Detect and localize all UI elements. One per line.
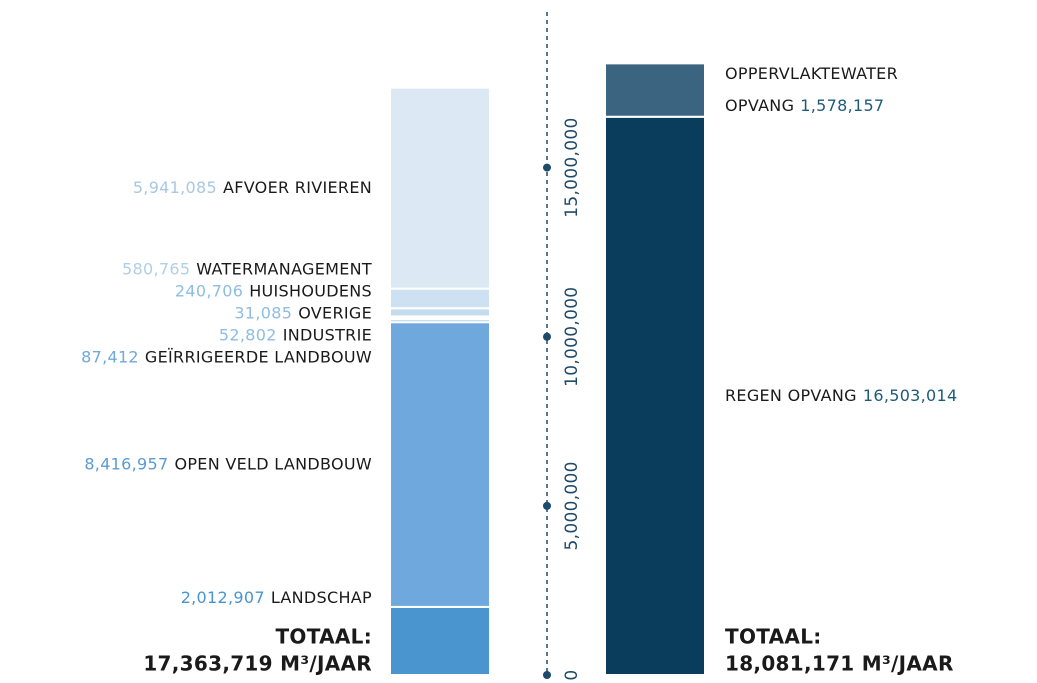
- value-label: 87,412: [81, 347, 139, 366]
- segment-name: OPPERVLAKTEWATER: [725, 64, 898, 83]
- segment-label: 580,765 WATERMANAGEMENT: [122, 259, 372, 278]
- value-label: 8,416,957: [84, 454, 168, 473]
- segment-label: 31,085 OVERIGE: [234, 303, 372, 322]
- value-label: 240,706: [175, 281, 243, 300]
- y-tick-label: 0: [562, 669, 582, 680]
- segment-label: 87,412 GEÏRRIGEERDE LANDBOUW: [81, 347, 372, 366]
- segment-name: OPVANG: [725, 96, 794, 115]
- value-label: 1,578,157: [800, 96, 884, 115]
- segment-label: 5,941,085 AFVOER RIVIEREN: [133, 178, 372, 197]
- bar-segment: [389, 605, 491, 676]
- segment-name: AFVOER RIVIEREN: [223, 178, 372, 197]
- segment-name: OPEN VELD LANDBOUW: [174, 454, 372, 473]
- value-label: 16,503,014: [863, 385, 958, 404]
- tick-dot: [543, 163, 551, 172]
- segment-label: 2,012,907 LANDSCHAP: [181, 588, 372, 607]
- total-title: TOTAAL:: [275, 625, 372, 649]
- segment-name: HUISHOUDENS: [249, 281, 372, 300]
- segment-label: 240,706 HUISHOUDENS: [175, 281, 372, 300]
- segment-name: OVERIGE: [298, 303, 372, 322]
- segment-name: LANDSCHAP: [271, 588, 372, 607]
- total-label: 17,363,719 M³/JAAR: [143, 652, 372, 676]
- segment-name: INDUSTRIE: [283, 325, 372, 344]
- value-label: 2,012,907: [181, 588, 265, 607]
- tick-dot: [543, 671, 551, 679]
- segment-label: OPVANG 1,578,157: [725, 96, 884, 115]
- segment-name: WATERMANAGEMENT: [196, 259, 372, 278]
- segment-name: GEÏRRIGEERDE LANDBOUW: [145, 347, 372, 366]
- total-title: TOTAAL:: [725, 625, 822, 649]
- y-tick-label: 15,000,000: [562, 117, 582, 217]
- bar-segment: [604, 115, 706, 676]
- segment-label: 52,802 INDUSTRIE: [219, 325, 372, 344]
- value-label: 5,941,085: [133, 178, 217, 197]
- segment-label: 8,416,957 OPEN VELD LANDBOUW: [84, 454, 372, 473]
- tick-dot: [543, 332, 551, 341]
- segment-label: OPPERVLAKTEWATER: [725, 64, 898, 83]
- segment-name: REGEN OPVANG: [725, 385, 857, 404]
- bar-segment: [389, 307, 491, 318]
- bar-segment: [389, 321, 491, 608]
- y-tick-label: 5,000,000: [562, 461, 582, 550]
- y-tick-label: 10,000,000: [562, 287, 582, 387]
- total-label: 18,081,171 M³/JAAR: [725, 652, 954, 676]
- bar-segment: [389, 86, 491, 290]
- bar-segment: [389, 287, 491, 310]
- value-label: 580,765: [122, 259, 190, 278]
- tick-dot: [543, 501, 551, 510]
- value-label: 31,085: [234, 303, 292, 322]
- segment-label: REGEN OPVANG 16,503,014: [725, 385, 957, 404]
- bar-segment: [604, 62, 706, 118]
- value-label: 52,802: [219, 325, 277, 344]
